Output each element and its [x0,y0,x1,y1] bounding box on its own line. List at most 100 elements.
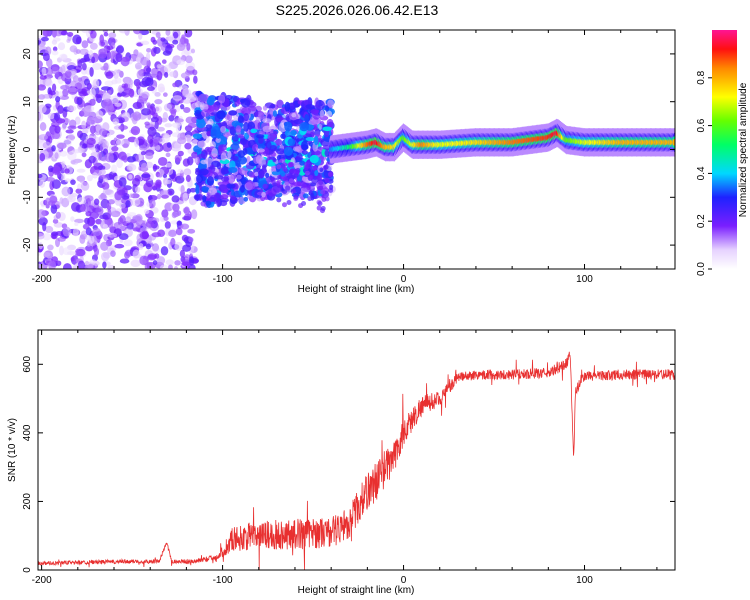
spectrogram-cell [60,85,70,90]
spectrogram-cell [117,84,123,94]
spectrogram-cell [140,162,148,173]
spectrogram-cell [194,194,201,200]
spectrogram-cell [42,222,47,232]
spectrogram-cell [245,181,256,190]
spectrogram-cell [98,128,107,137]
spectrogram-cell [79,234,86,244]
y-tick-label: 0 [22,567,33,573]
spectrogram-cell [146,102,151,107]
spectrogram-cell [150,68,158,78]
spectrogram-cell [284,121,293,132]
spectrogram-cell [47,244,54,251]
spectrogram-cell [150,116,159,123]
spectrogram-cell [64,168,70,174]
spectrogram-cell [181,244,192,252]
spectrogram-cell [283,146,294,156]
spectrogram-cell [130,125,141,136]
spectrogram-cell [109,95,120,105]
spectrogram-cell [143,208,150,215]
spectrogram-cell [129,79,134,86]
spectrogram-cell [176,59,186,66]
spectrogram-cell [51,83,57,93]
spectrogram-cell [89,125,96,134]
spectrogram-cell [135,57,141,63]
spectrogram-cell [48,165,54,173]
spectrogram-ridge-cell [672,138,675,146]
spectrogram-cell [134,62,142,70]
spectrogram-cell [186,156,194,166]
spectrogram-cell [97,165,106,171]
spectrogram-cell [141,91,150,99]
spectrogram-cell [84,264,94,269]
spectrogram-cell [301,176,310,182]
spectrogram-cell [199,103,209,111]
spectrogram-cell [231,134,239,142]
spectrogram-cell [60,30,68,36]
spectrogram-cell [74,248,80,257]
spectrogram-cell [52,46,58,52]
spectrogram-cell [237,115,244,123]
spectrogram-cell [140,150,146,156]
spectrogram-cell [100,169,106,175]
snr-x-label: Height of straight line (km) [298,585,415,596]
spectrogram-cell [186,135,192,144]
spectrogram-cell [154,183,162,189]
spectrogram-cell [218,135,228,146]
spectrogram-cell [160,246,169,256]
spectrogram-cell [42,141,52,149]
spectrogram-cell [62,263,72,269]
spectrogram-cell [162,111,169,121]
spectrogram-cell [139,145,148,151]
spectrogram-cell [118,125,129,131]
spectrogram-cell [38,173,43,179]
spectrogram-cell [156,64,162,69]
spectrogram-cell [39,153,46,162]
spectrogram-cell [129,193,134,199]
spectrogram-cell [301,144,308,151]
spectrogram-cell [145,152,154,160]
spectrogram-cell [91,88,96,98]
snr-panel: -200 -100 0 100 0 200 400 600 Height of straig… [7,329,676,596]
spectrogram-cell [76,168,86,173]
spectrogram-cell [69,45,78,53]
spectrogram-cell [154,99,163,105]
spectrogram-cell [237,150,246,158]
y-tick-label: 400 [22,424,33,441]
spectrogram-cell [262,105,268,111]
spectrogram-cell [67,31,74,37]
spectrogram-cell [272,110,278,117]
spectrogram-cell [272,157,277,163]
spectrogram-cell [119,215,126,224]
spectrogram-cell [181,261,191,266]
spectrogram-cell [110,250,116,257]
spectrogram-cell [139,255,149,266]
spectrogram-cell [177,168,184,174]
spectrogram-cell [316,205,322,211]
spectrogram-cell [189,187,197,193]
spectrogram-cell [95,218,102,225]
spectrogram-cell [79,132,88,142]
spectrogram-cell [284,180,290,186]
spectrogram-cell [250,128,258,134]
snr-x-ticks: -200 -100 0 100 [32,330,658,586]
spectrogram-cell [186,180,193,188]
spectrogram-cell [62,247,72,256]
spectrogram-cell [317,201,323,207]
spectrogram-cell [267,161,276,167]
spectrogram-cell [305,104,315,109]
spectrogram-cell [86,115,92,125]
spectrogram-cell [290,188,296,195]
spectrogram-cell [220,167,229,175]
spectrogram-cell [168,264,173,269]
spectrogram-cell [79,48,89,55]
spectrogram-cell [187,228,196,234]
spectrogram-cell [240,128,245,136]
spectrogram-cell [40,36,49,42]
spectrogram-cell [137,97,146,103]
spectrogram-cell [76,197,87,206]
spectrogram-cell [311,165,317,171]
spectrogram-cell [115,53,123,63]
spectrogram-cell [179,104,185,110]
spectrogram-cell [124,251,130,259]
spectrogram-cell [123,83,129,89]
